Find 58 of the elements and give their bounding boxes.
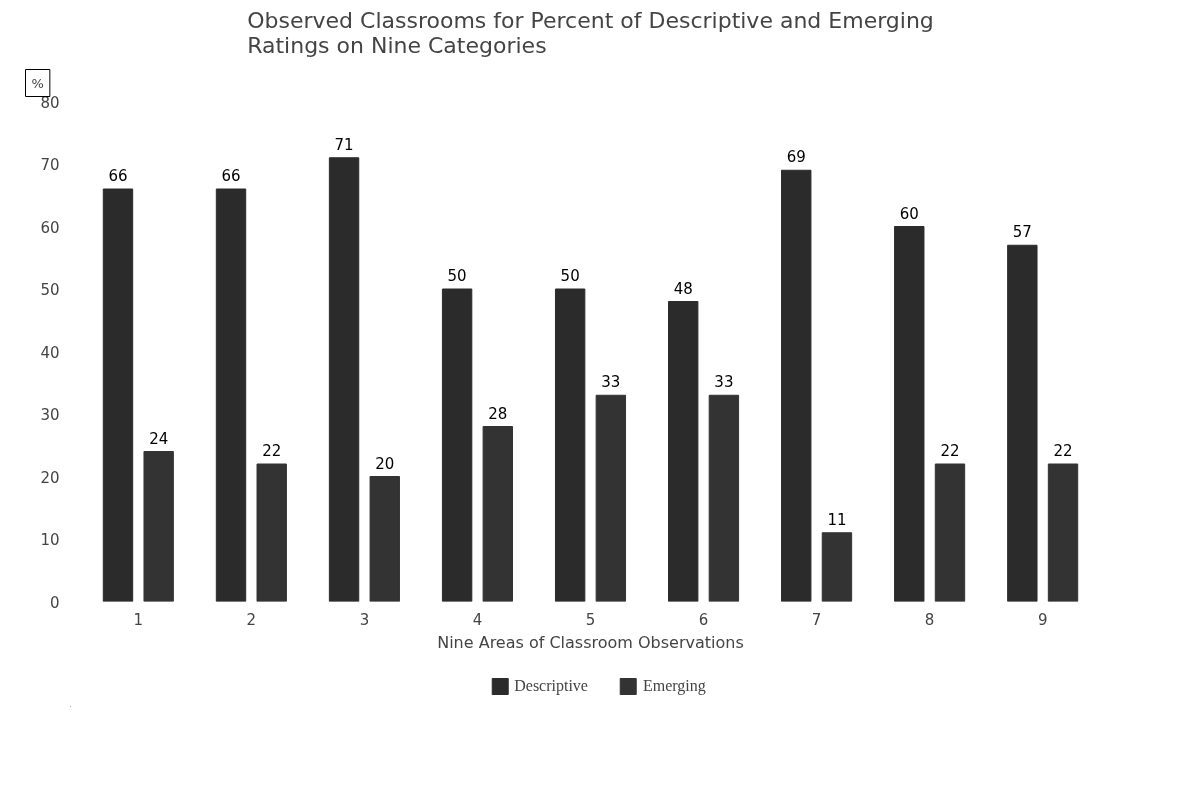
data-label: 50: [560, 267, 580, 285]
legend-label: Descriptive: [514, 677, 588, 695]
data-label: 33: [601, 373, 621, 392]
bar: [143, 451, 174, 602]
bar: [102, 188, 134, 602]
x-tick-label: 2: [246, 610, 257, 629]
data-label: 22: [1053, 442, 1073, 460]
bar: [934, 463, 966, 602]
data-label: 60: [899, 204, 919, 223]
data-label: 24: [149, 429, 169, 448]
bar: [554, 288, 586, 602]
bar: [482, 426, 513, 602]
data-label: 50: [447, 267, 467, 285]
data-label: 20: [375, 454, 395, 473]
bar: [668, 301, 699, 602]
y-tick-label: 50: [40, 281, 60, 299]
x-tick-label: 6: [698, 610, 709, 629]
bar: [821, 532, 853, 602]
y-tick-label: 20: [40, 468, 60, 487]
x-tick-label: 3: [359, 610, 370, 629]
data-label: 71: [334, 135, 354, 154]
data-label: 66: [108, 167, 128, 185]
bar: [215, 188, 247, 602]
y-tick-label: 0: [49, 593, 60, 612]
bar: [256, 463, 287, 602]
bar: [441, 288, 473, 602]
y-tick-label: 10: [40, 531, 60, 549]
x-axis-title: Nine Areas of Classroom Observations: [437, 632, 744, 652]
data-label: 22: [940, 442, 960, 460]
x-tick-label: 1: [133, 610, 144, 629]
x-tick-label: 8: [924, 610, 935, 629]
bar: [708, 394, 740, 602]
x-tick-label: 9: [1037, 610, 1048, 629]
chart-title: Observed Classrooms for Percent of Descriptive and Emerging Ratings on Nine Categories: [247, 7, 934, 58]
y-tick-label: 40: [40, 343, 60, 362]
data-label: 48: [673, 279, 693, 298]
x-tick-label: 4: [472, 610, 483, 629]
y-tick-label: 30: [40, 406, 60, 424]
bar: [369, 476, 400, 602]
bar: [1007, 244, 1038, 602]
data-label: 69: [786, 148, 806, 167]
y-tick-label: 60: [40, 218, 60, 237]
data-label: 11: [827, 510, 847, 529]
bar: [328, 157, 360, 602]
bar: [894, 226, 925, 602]
data-label: 57: [1012, 223, 1032, 242]
x-tick-label: 5: [585, 610, 596, 629]
data-label: 28: [488, 404, 508, 423]
data-label: 33: [714, 373, 734, 392]
legend-label: Emerging: [642, 677, 706, 695]
data-label: 66: [221, 167, 241, 185]
data-label: 22: [262, 442, 282, 460]
y-tick-label: 70: [40, 156, 60, 174]
bar: [781, 169, 812, 602]
bar: [595, 394, 627, 602]
bar: [1047, 463, 1079, 602]
y-axis-title: %: [31, 75, 44, 91]
x-tick-label: 7: [811, 610, 822, 629]
